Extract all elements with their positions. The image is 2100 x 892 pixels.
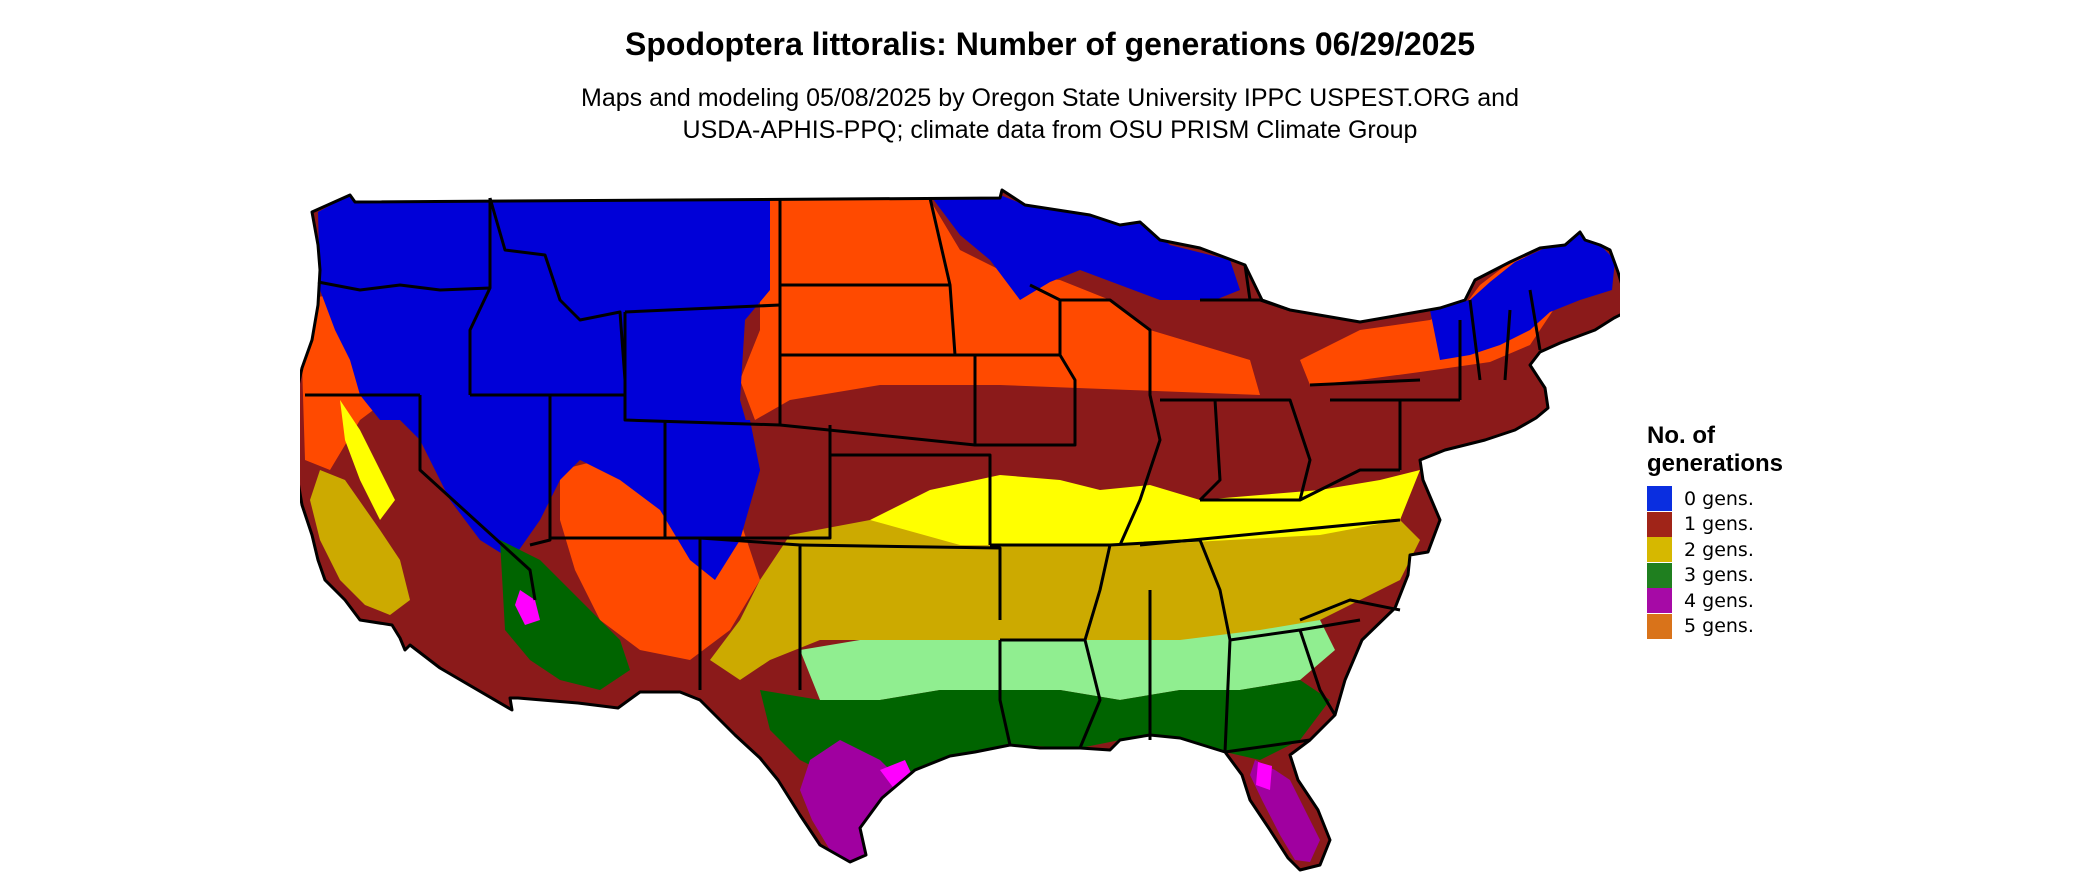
legend-swatch	[1647, 486, 1672, 512]
border-dakotas	[778, 198, 975, 425]
legend-label: 3 gens.	[1684, 564, 1754, 587]
zone-2-gens-california	[310, 470, 410, 615]
zone-4-gens-florida-light	[1256, 762, 1272, 790]
border-in-oh	[1160, 398, 1312, 502]
legend-item: 2 gens.	[1647, 537, 1907, 563]
legend-title: No. of generations	[1647, 422, 1907, 478]
legend: No. of generations 0 gens. 1 gens. 2 gens.…	[1647, 422, 1907, 639]
border-idaho-west	[468, 198, 492, 395]
legend-item: 3 gens.	[1647, 562, 1907, 589]
legend-item: 4 gens.	[1647, 588, 1907, 614]
border-la	[998, 639, 1102, 749]
zone-1-gen-north-plains	[740, 200, 1260, 420]
border-nv-east	[529, 395, 552, 547]
legend-swatch	[1647, 588, 1672, 614]
legend-swatch	[1647, 613, 1672, 639]
legend-title-line-1: No. of	[1647, 422, 1715, 449]
border-ga-fl	[1224, 618, 1361, 754]
zone-4-gens-texas-light	[880, 760, 912, 790]
legend-label: 5 gens.	[1684, 615, 1754, 638]
legend-item: 5 gens.	[1647, 613, 1907, 640]
border-sc-nc	[1299, 598, 1401, 622]
border-pa-ny	[1309, 320, 1462, 470]
border-ok-tx	[799, 543, 1002, 620]
map-title: Spodoptera littoralis: Number of generat…	[625, 26, 1475, 62]
zone-4-gens-arizona-light	[515, 590, 540, 625]
subtitle-line-2: USDA-APHIS-PPQ; climate data from OSU PR…	[682, 116, 1418, 144]
zone-3-gens-light-band	[800, 620, 1335, 700]
zone-2-gens-light-west-coast	[340, 400, 395, 520]
legend-title-line-2: generations	[1647, 450, 1784, 477]
zone-0-gens-northwest	[318, 195, 770, 580]
legend-label: 4 gens.	[1684, 589, 1754, 612]
us-outline	[300, 188, 1620, 872]
legend-items: 0 gens. 1 gens. 2 gens. 3 gens. 4 gens. 5 gen…	[1647, 486, 1907, 639]
legend-swatch	[1647, 537, 1672, 563]
border-iowa-mo	[973, 354, 1077, 447]
zone-0-gens-new-england	[1430, 232, 1615, 360]
legend-swatch	[1647, 511, 1672, 537]
border-mo-ar	[990, 543, 1112, 642]
border-ne-ks	[779, 423, 992, 545]
border-montana-south	[624, 303, 781, 314]
legend-item: 1 gens.	[1647, 511, 1907, 538]
zone-4-gens-south-texas	[800, 740, 900, 862]
border-minnesota	[928, 197, 1062, 357]
border-ca-nv	[418, 395, 537, 601]
subtitle-line-1: Maps and modeling 05/08/2025 by Oregon S…	[581, 84, 1519, 112]
map-subtitle: Maps and modeling 05/08/2025 by Oregon S…	[300, 82, 1800, 146]
legend-label: 2 gens.	[1684, 538, 1754, 561]
border-new-england	[1468, 289, 1542, 381]
zone-0-gens-upper-midwest	[930, 195, 1240, 300]
legend-item: 0 gens.	[1647, 486, 1907, 512]
border-ut-co	[663, 420, 832, 540]
border-ky-tn	[1139, 468, 1401, 547]
border-wa-or	[317, 280, 491, 292]
border-mi	[1200, 264, 1291, 312]
legend-swatch	[1647, 562, 1672, 588]
legend-label: 0 gens.	[1684, 487, 1754, 510]
state-borders	[305, 197, 1542, 754]
us-generations-map	[300, 188, 1620, 872]
border-wi-il	[1060, 298, 1162, 546]
border-idaho-montana	[488, 197, 627, 381]
zone-0-gens-colorado	[660, 420, 760, 540]
legend-label: 1 gens.	[1684, 513, 1754, 536]
